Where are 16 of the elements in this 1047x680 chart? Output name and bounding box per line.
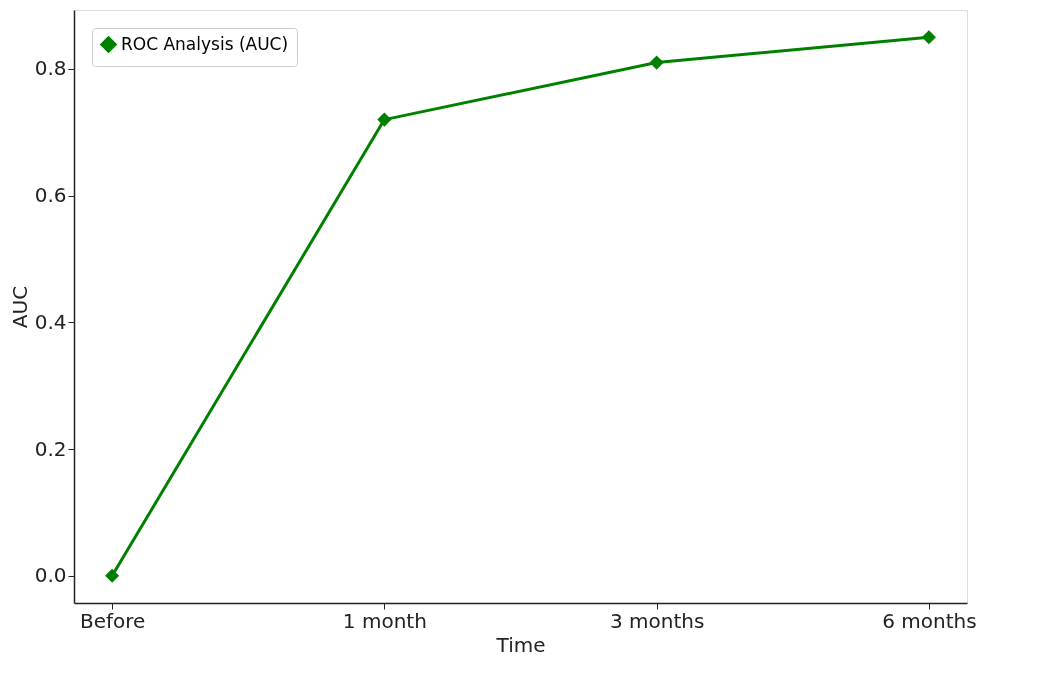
x-tick-label: 6 months	[882, 608, 977, 633]
point	[377, 112, 392, 127]
x-tick-label: 1 month	[342, 608, 427, 633]
x-axis-title: Time	[495, 632, 546, 657]
y-tick-label: 0.8	[34, 56, 67, 81]
y-tick-label: 0.2	[34, 436, 67, 461]
y-tick-label: 0.6	[34, 183, 67, 208]
y-axis-title: AUC	[7, 285, 32, 329]
legend-label: ROC Analysis (AUC)	[121, 33, 289, 54]
point	[105, 568, 120, 583]
x-tick-label: 3 months	[609, 608, 705, 633]
x-tick-label: Before	[79, 608, 146, 633]
point	[649, 55, 664, 70]
y-tick-label: 0.0	[34, 563, 67, 588]
y-tick-label: 0.4	[34, 309, 67, 334]
point	[921, 30, 936, 45]
